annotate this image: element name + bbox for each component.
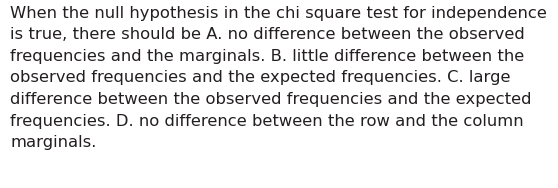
Text: When the null hypothesis in the chi square test for independence
is true, there : When the null hypothesis in the chi squa… [10,6,547,150]
